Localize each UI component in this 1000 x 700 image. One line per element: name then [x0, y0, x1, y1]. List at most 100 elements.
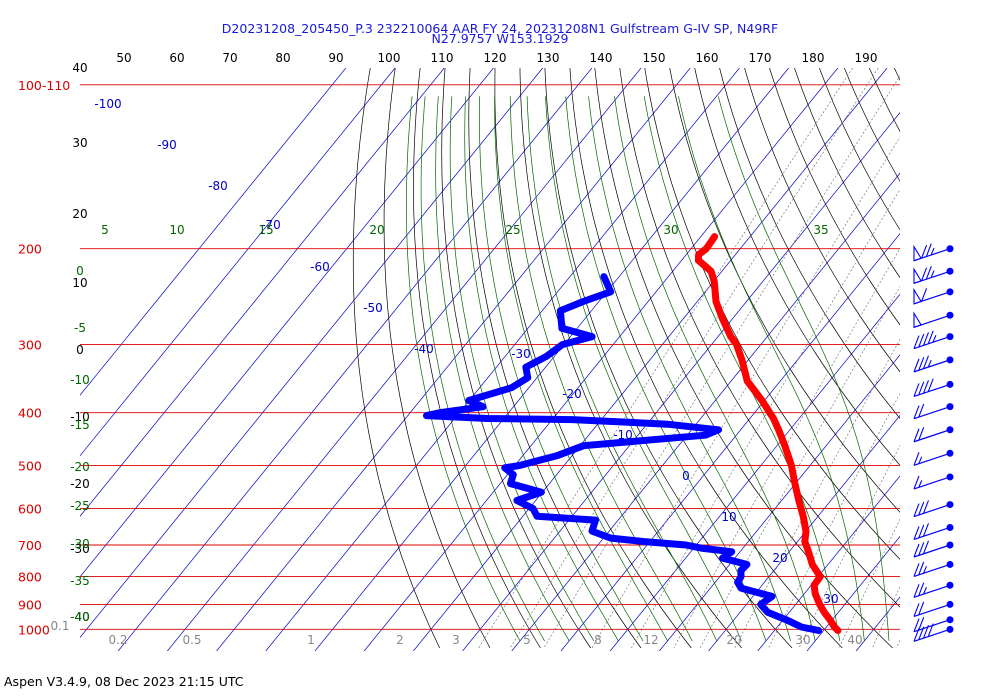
isotherm-line	[314, 68, 789, 651]
moist-adiabat-label: -10	[70, 373, 90, 387]
wind-barb-full	[922, 380, 929, 394]
wind-barb-full	[918, 501, 925, 516]
wind-barb-shaft	[913, 628, 951, 642]
isotherm-line	[363, 68, 839, 651]
wind-barb-full	[918, 561, 925, 576]
wind-barb-full	[913, 543, 920, 558]
moist-adiabat-label: 25	[505, 223, 520, 237]
top-temp-label: 120	[484, 51, 507, 65]
top-temp-label: 90	[328, 51, 343, 65]
wind-barb	[913, 265, 954, 285]
isotherm-label: -50	[363, 301, 383, 315]
dry-adiabat-line	[383, 68, 491, 649]
isotherm-line	[708, 414, 900, 651]
isotherm-label: -80	[208, 179, 228, 193]
wind-barb-full	[918, 601, 925, 616]
moist-adiabat-line	[588, 96, 791, 641]
wind-barb-full	[918, 542, 925, 556]
mixing-ratio-label: 30	[795, 633, 810, 647]
wind-barb-full	[922, 500, 929, 514]
isotherm-line	[167, 68, 642, 651]
moist-adiabat-line	[406, 96, 521, 642]
wind-barb	[913, 600, 954, 618]
mixing-ratio-line	[631, 188, 900, 649]
wind-barb-half	[922, 566, 927, 574]
dry-adiabat-line	[819, 68, 900, 231]
wind-barb-shaft	[913, 383, 951, 397]
dry-adiabat-line	[619, 68, 900, 608]
wind-barb-full	[913, 383, 920, 397]
isotherm-label: -30	[511, 347, 531, 361]
wind-barb-shaft	[913, 503, 951, 518]
wind-barb-full	[922, 332, 929, 346]
isotherm-line	[955, 68, 1000, 651]
wind-barb-full	[918, 403, 925, 418]
pressure-label: 500	[18, 458, 42, 473]
wind-barb-full	[918, 582, 925, 596]
mixing-ratio-label: 0.2	[108, 633, 127, 647]
mixing-ratio-label: 12	[643, 633, 658, 647]
isotherm-line	[757, 475, 900, 651]
moist-adiabat-line	[717, 96, 890, 641]
isotherm-line	[117, 68, 593, 651]
pressure-label: 700	[18, 538, 42, 553]
isotherm-line	[659, 354, 900, 651]
top-temp-label: 130	[537, 51, 560, 65]
wind-barb-full	[918, 357, 925, 371]
mixing-ratio-label: 0.1	[50, 619, 69, 633]
mixing-ratio-line	[591, 136, 900, 649]
dry-adiabat-label: -30	[70, 542, 90, 556]
wind-barb-half	[922, 586, 927, 595]
pressure-label: 100-110	[18, 78, 70, 93]
dry-adiabat-line	[919, 68, 1000, 648]
wind-barb	[913, 500, 954, 518]
isotherm-label: 10	[721, 510, 736, 524]
wind-barb-full	[913, 405, 920, 419]
dry-adiabat-label: 40	[72, 61, 87, 75]
dry-adiabat-line	[594, 68, 893, 649]
dry-adiabat-line	[441, 68, 591, 649]
wind-barb-full	[927, 623, 934, 637]
wind-barb-full	[913, 603, 920, 617]
dry-adiabat-line	[569, 68, 843, 649]
dry-adiabat-label: 0	[76, 343, 84, 357]
moist-adiabat-label: -30	[70, 537, 90, 551]
mixing-ratio-label: 5	[523, 633, 531, 647]
moist-adiabat-line	[464, 96, 619, 642]
dry-adiabat-line	[519, 68, 742, 649]
wind-barb-full	[922, 540, 929, 555]
wind-barb-full	[918, 524, 925, 539]
dry-adiabat-label: 10	[72, 276, 87, 290]
dry-adiabat-line	[794, 68, 900, 279]
pressure-label: 900	[18, 597, 42, 612]
moist-adiabat-label: -15	[70, 418, 90, 432]
wind-barb-full	[918, 333, 925, 348]
wind-barb	[913, 581, 954, 598]
moist-adiabat-label: 35	[813, 223, 828, 237]
wind-barb	[913, 449, 954, 466]
dry-adiabat-line	[468, 68, 642, 649]
dry-adiabat-label: 30	[72, 136, 87, 150]
moist-adiabat-line	[449, 96, 595, 642]
isotherm-label: -20	[562, 387, 582, 401]
isotherm-line	[806, 535, 900, 651]
wind-barb	[913, 403, 954, 420]
dry-adiabat-line	[969, 68, 1000, 648]
moist-adiabat-label: 20	[369, 223, 384, 237]
wind-barb-shaft	[913, 603, 951, 618]
mixing-ratio-line	[872, 585, 900, 649]
dry-adiabat-label: -20	[70, 477, 90, 491]
isotherm-line	[413, 68, 888, 651]
wind-barb-full	[927, 330, 934, 345]
dry-adiabat-line	[844, 68, 900, 182]
wind-barb	[913, 378, 954, 397]
dry-adiabat-label: -40	[70, 610, 90, 624]
wind-barb	[913, 540, 954, 558]
dry-adiabat-label: 20	[72, 207, 87, 221]
mixing-ratio-label: 3	[452, 633, 460, 647]
isotherm-line	[216, 68, 691, 651]
wind-barb-full	[913, 335, 920, 349]
wind-barb-full	[918, 381, 925, 396]
wind-barb	[913, 473, 954, 490]
wind-barb-full	[913, 618, 920, 632]
